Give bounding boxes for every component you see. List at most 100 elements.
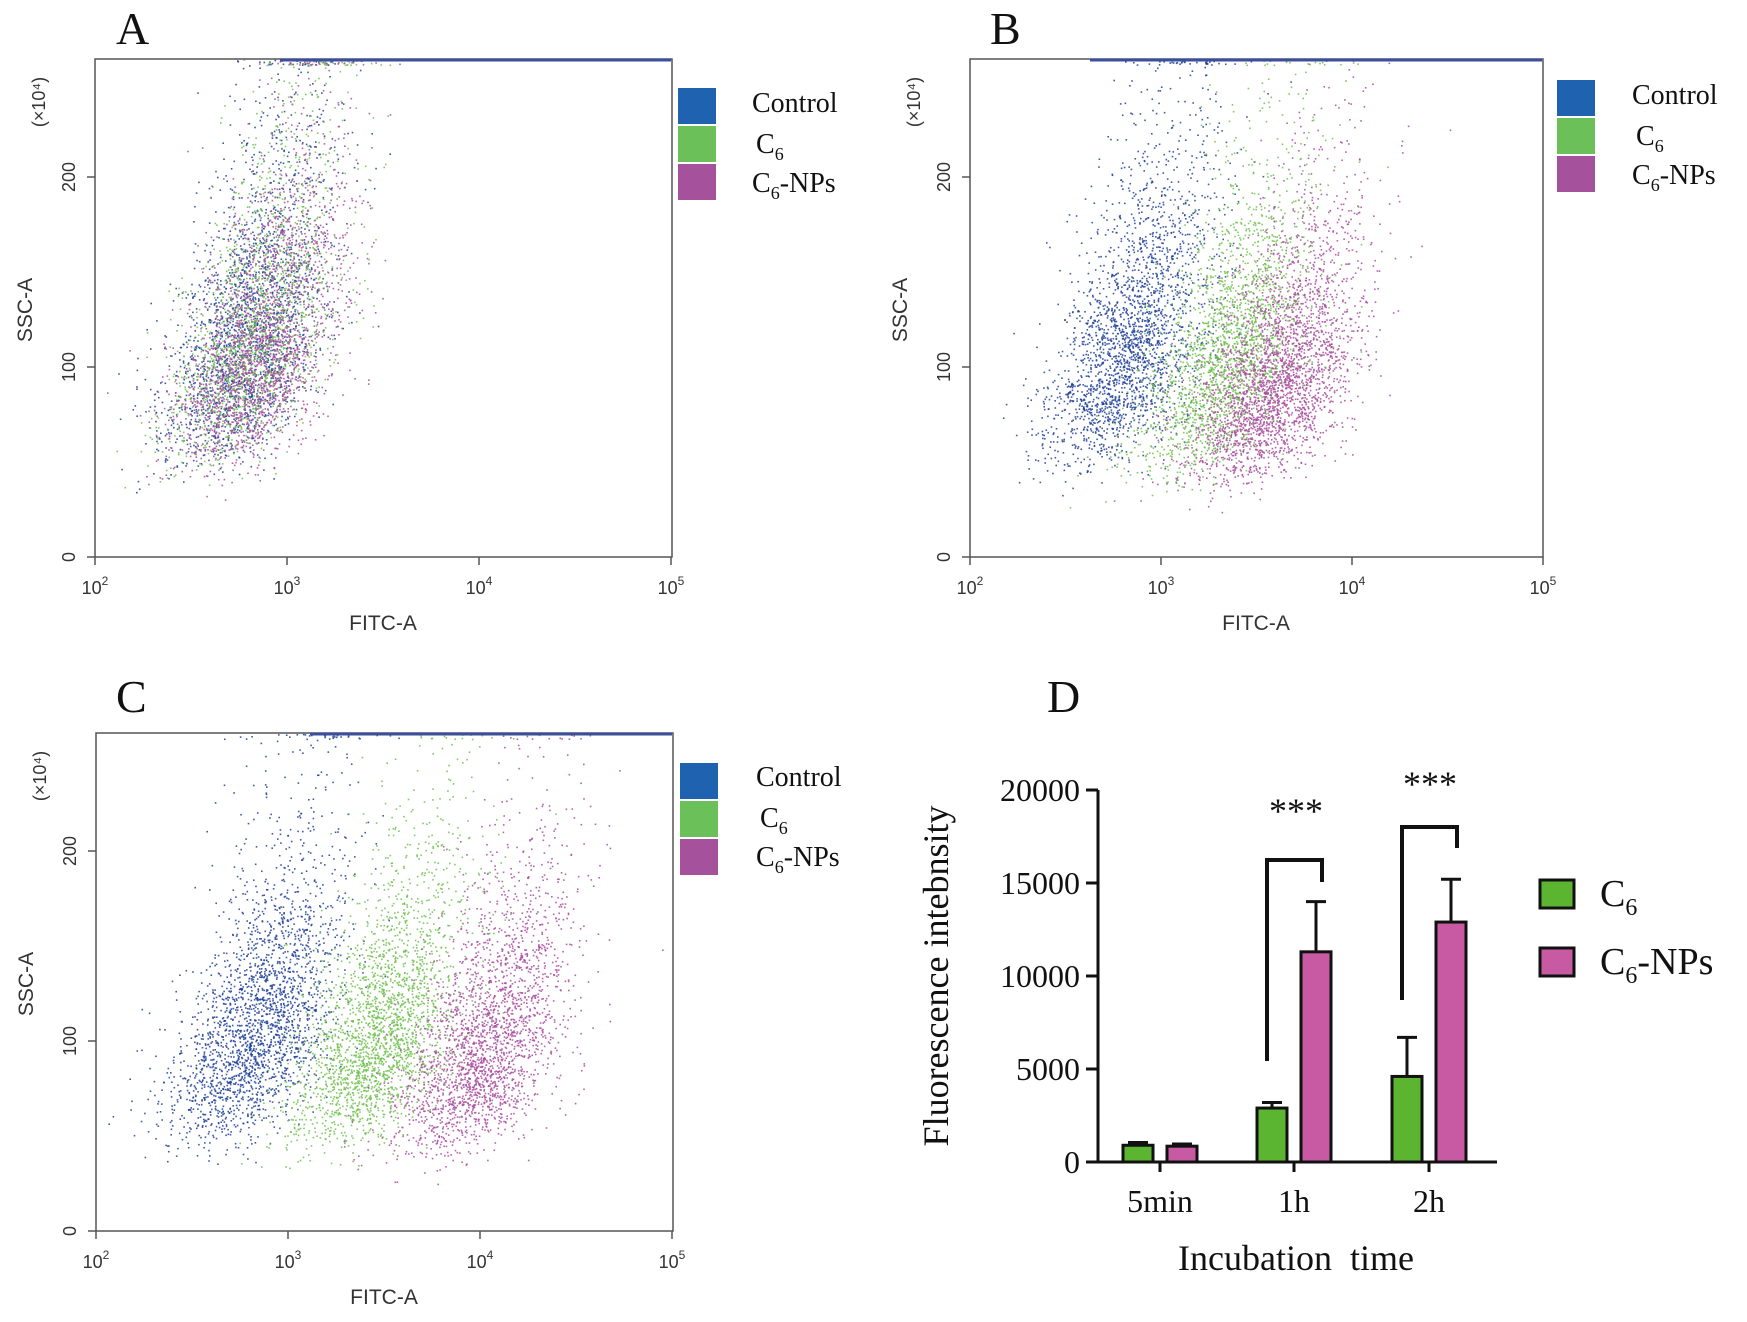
- scatter-point-c6: [217, 398, 219, 400]
- scatter-point-control: [192, 295, 195, 298]
- scatter-point-control: [294, 203, 296, 206]
- scatter-point-c6: [282, 307, 285, 309]
- scatter-point-control: [303, 351, 306, 353]
- scatter-point-c6: [219, 411, 222, 414]
- scatter-point-c6np: [234, 212, 237, 215]
- scatter-point-control: [199, 285, 202, 288]
- scatter-point-control: [172, 422, 175, 425]
- scatter-point-control: [265, 439, 268, 441]
- scatter-point-c6: [144, 434, 147, 437]
- scatter-point-c6: [222, 296, 224, 298]
- scatter-point-c6: [276, 126, 279, 128]
- scatter-point-c6: [296, 63, 299, 65]
- scatter-point-c6: [190, 290, 192, 292]
- scatter-point-c6: [321, 62, 324, 64]
- scatter-point-c6np: [275, 380, 278, 383]
- scatter-point-c6: [206, 372, 208, 374]
- scatter-point-control: [229, 315, 232, 318]
- scatter-point-c6: [219, 323, 221, 326]
- scatter-point-c6np: [197, 245, 199, 247]
- scatter-point-c6np: [263, 358, 265, 361]
- scatter-point-c6: [389, 64, 392, 67]
- scatter-point-c6: [235, 426, 237, 429]
- scatter-point-c6: [359, 337, 362, 340]
- scatter-point-c6: [237, 276, 239, 279]
- scatter-point-control: [212, 406, 214, 408]
- scatter-point-control: [233, 221, 236, 224]
- scatter-point-c6: [243, 319, 245, 322]
- scatter-point-control: [200, 463, 203, 465]
- scatter-point-c6np: [324, 232, 326, 234]
- scatter-point-c6np: [243, 451, 246, 453]
- scatter-point-c6: [184, 388, 187, 391]
- scatter-point-c6: [301, 407, 304, 410]
- scatter-point-c6np: [369, 179, 372, 182]
- scatter-point-control: [164, 347, 166, 350]
- scatter-point-control: [262, 271, 264, 273]
- scatter-point-control: [259, 346, 261, 348]
- scatter-point-control: [234, 283, 236, 286]
- scatter-point-c6: [242, 417, 244, 420]
- scatter-point-control: [244, 224, 246, 226]
- scatter-point-control: [223, 227, 225, 230]
- scatter-point-c6np: [252, 250, 254, 252]
- scatter-point-c6: [231, 276, 233, 278]
- scatter-point-c6np: [282, 426, 284, 428]
- scatter-point-c6np: [309, 192, 312, 194]
- scatter-point-control: [244, 384, 246, 386]
- scatter-point-control: [292, 306, 294, 308]
- scatter-point-c6: [306, 159, 309, 161]
- scatter-point-control: [242, 449, 245, 452]
- scatter-point-control: [156, 436, 158, 438]
- scatter-point-control: [297, 291, 300, 294]
- scatter-point-c6np: [258, 361, 261, 363]
- scatter-point-control: [253, 391, 255, 393]
- scatter-point-c6: [242, 355, 245, 358]
- scatter-point-c6np: [312, 415, 315, 417]
- scatter-point-c6np: [189, 369, 191, 371]
- scatter-point-c6np: [270, 260, 273, 262]
- scatter-point-control: [265, 238, 268, 241]
- scatter-point-control: [160, 382, 162, 384]
- scatter-point-control: [221, 331, 223, 334]
- scatter-point-control: [215, 324, 218, 327]
- scatter-point-c6np: [382, 297, 384, 300]
- scatter-point-control: [259, 359, 262, 361]
- scatter-point-control: [280, 312, 282, 314]
- scatter-point-c6: [255, 307, 257, 309]
- scatter-point-c6: [241, 333, 244, 335]
- scatter-point-c6: [226, 280, 229, 283]
- scatter-point-control: [203, 387, 205, 390]
- scatter-point-c6: [235, 350, 237, 352]
- scatter-point-control: [276, 304, 279, 307]
- scatter-point-c6: [234, 408, 236, 410]
- scatter-point-control: [252, 254, 254, 257]
- scatter-point-control: [311, 268, 313, 271]
- scatter-point-c6: [241, 182, 243, 185]
- scatter-point-c6np: [282, 331, 285, 333]
- scatter-point-c6np: [318, 260, 321, 263]
- scatter-point-c6: [298, 195, 301, 198]
- scatter-point-c6np: [297, 363, 299, 366]
- scatter-point-c6np: [255, 250, 257, 253]
- scatter-point-c6: [305, 269, 308, 271]
- scatter-point-c6np: [288, 336, 290, 339]
- scatter-point-c6: [249, 330, 251, 332]
- scatter-point-c6np: [283, 393, 286, 396]
- scatter-point-c6np: [188, 394, 190, 397]
- scatter-point-c6np: [278, 297, 281, 300]
- scatter-point-control: [256, 323, 259, 325]
- scatter-point-c6: [214, 367, 216, 370]
- scatter-point-c6np: [257, 389, 259, 392]
- scatter-point-control: [319, 153, 321, 156]
- scatter-point-c6: [242, 353, 245, 355]
- scatter-point-c6np: [239, 324, 241, 327]
- scatter-point-c6np: [281, 353, 284, 356]
- scatter-point-control: [250, 363, 253, 366]
- scatter-point-c6: [312, 190, 314, 193]
- scatter-point-c6: [259, 157, 261, 160]
- scatter-point-c6np: [278, 399, 280, 402]
- scatter-point-control: [253, 340, 255, 343]
- scatter-point-c6: [336, 353, 339, 356]
- scatter-point-control: [310, 146, 312, 148]
